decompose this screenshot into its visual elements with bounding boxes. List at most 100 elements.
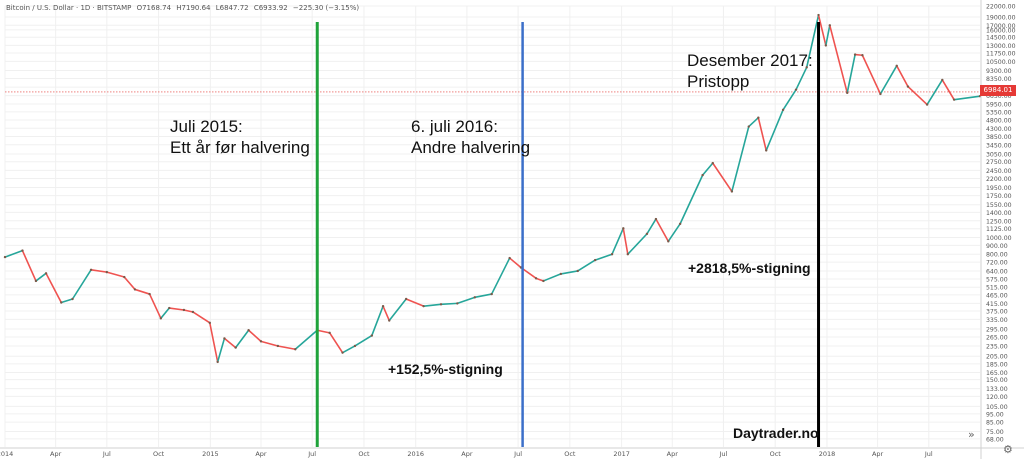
- y-tick-label: 10500.00: [986, 59, 1016, 66]
- y-tick-label: 120.00: [986, 394, 1008, 401]
- annotation-jul-2015-line2: Ett år før halvering: [170, 138, 310, 157]
- price-point: [853, 53, 857, 56]
- price-point: [34, 279, 38, 283]
- price-segment: [440, 302, 459, 306]
- price-segment: [90, 268, 108, 273]
- y-tick-label: 4800.00: [986, 118, 1012, 125]
- price-point: [534, 277, 538, 280]
- price-segment: [576, 259, 596, 272]
- price-segment: [260, 340, 279, 347]
- price-segment: [277, 345, 297, 351]
- price-segment: [560, 270, 579, 275]
- y-tick-label: 3050.00: [986, 151, 1012, 158]
- x-tick-label: Apr: [461, 450, 473, 458]
- price-point: [654, 217, 658, 221]
- price-segment: [4, 249, 24, 258]
- y-tick-label: 1400.00: [986, 210, 1012, 217]
- price-point: [89, 268, 93, 271]
- y-tick-label: 3850.00: [986, 134, 1012, 141]
- price-point: [781, 108, 785, 112]
- price-point: [44, 272, 48, 275]
- price-segment: [655, 218, 670, 243]
- price-segment: [646, 218, 657, 235]
- price-segment: [247, 329, 262, 343]
- y-tick-label: 13000.00: [986, 43, 1016, 50]
- price-segment: [316, 329, 331, 334]
- y-tick-label: 185.00: [986, 361, 1008, 368]
- price-point: [794, 88, 798, 91]
- x-tick-label: Apr: [872, 450, 884, 458]
- price-point: [21, 249, 24, 252]
- price-point: [370, 334, 374, 337]
- price-point: [439, 303, 443, 306]
- price-point: [952, 98, 956, 101]
- price-segment: [21, 249, 37, 282]
- price-segment: [941, 79, 955, 101]
- gain-label-2: +2818,5%-stigning: [688, 260, 811, 276]
- price-point: [593, 258, 597, 262]
- gear-icon[interactable]: ⚙: [1003, 443, 1013, 456]
- y-tick-label: 720.00: [986, 260, 1008, 267]
- price-segment: [106, 271, 126, 278]
- price-segment: [782, 88, 797, 111]
- price-segment: [622, 227, 629, 256]
- price-point: [861, 54, 864, 57]
- x-tick-label: Jul: [719, 450, 728, 458]
- y-tick-label: 150.00: [986, 377, 1008, 384]
- symbol-title: Bitcoin / U.S. Dollar · 1D · BITSTAMP: [6, 4, 132, 12]
- price-point: [559, 272, 563, 276]
- double-chevron-right-icon[interactable]: »: [968, 428, 975, 441]
- annotation-dec-2017-line1: Desember 2017:: [687, 51, 813, 70]
- price-point: [824, 44, 828, 47]
- x-tick-label: 2016: [407, 450, 424, 458]
- y-tick-label: 1550.00: [986, 202, 1012, 209]
- price-point: [817, 13, 820, 17]
- price-point: [906, 85, 910, 88]
- price-segment: [594, 253, 613, 261]
- price-segment: [382, 305, 391, 322]
- price-segment: [846, 53, 856, 94]
- price-segment: [542, 273, 562, 282]
- price-point: [123, 275, 126, 279]
- price-segment: [388, 298, 407, 322]
- price-segment: [71, 268, 92, 300]
- x-tick-label: Oct: [153, 450, 165, 458]
- price-point: [765, 149, 768, 152]
- price-segment: [234, 329, 250, 349]
- chart-grid: [4, 5, 980, 447]
- price-segment: [216, 337, 226, 363]
- y-tick-label: 465.00: [986, 292, 1008, 299]
- y-tick-label: 8350.00: [986, 76, 1012, 83]
- price-point: [473, 296, 476, 299]
- price-point: [667, 240, 670, 243]
- y-tick-label: 335.00: [986, 317, 1008, 324]
- price-segment: [679, 174, 704, 225]
- price-point: [805, 66, 808, 69]
- price-point: [941, 78, 944, 82]
- price-point: [422, 304, 425, 308]
- price-segment: [354, 334, 373, 347]
- price-segment: [192, 311, 211, 324]
- price-segment: [828, 24, 849, 94]
- ohlc-high: H7190.64: [176, 4, 211, 12]
- ohlc-low: L6847.72: [215, 4, 249, 12]
- price-point: [508, 256, 511, 260]
- y-tick-label: 75.00: [986, 429, 1004, 436]
- price-segment: [731, 125, 750, 193]
- y-tick-label: 2200.00: [986, 176, 1012, 183]
- price-point: [576, 269, 579, 273]
- price-point: [148, 292, 151, 296]
- annotation-dec-2017: Desember 2017: Pristopp: [687, 50, 813, 92]
- price-segment: [148, 293, 162, 320]
- price-point: [182, 308, 186, 312]
- price-segment: [926, 79, 944, 106]
- price-point: [276, 344, 280, 348]
- y-tick-label: 11750.00: [986, 50, 1016, 57]
- y-tick-label: 6650.00: [986, 93, 1012, 100]
- price-segment: [627, 233, 648, 256]
- y-tick-label: 415.00: [986, 301, 1008, 308]
- annotation-jul-2015-line1: Juli 2015:: [170, 117, 243, 136]
- price-segment: [134, 288, 151, 295]
- symbol-header: Bitcoin / U.S. Dollar · 1D · BITSTAMP O7…: [6, 4, 362, 12]
